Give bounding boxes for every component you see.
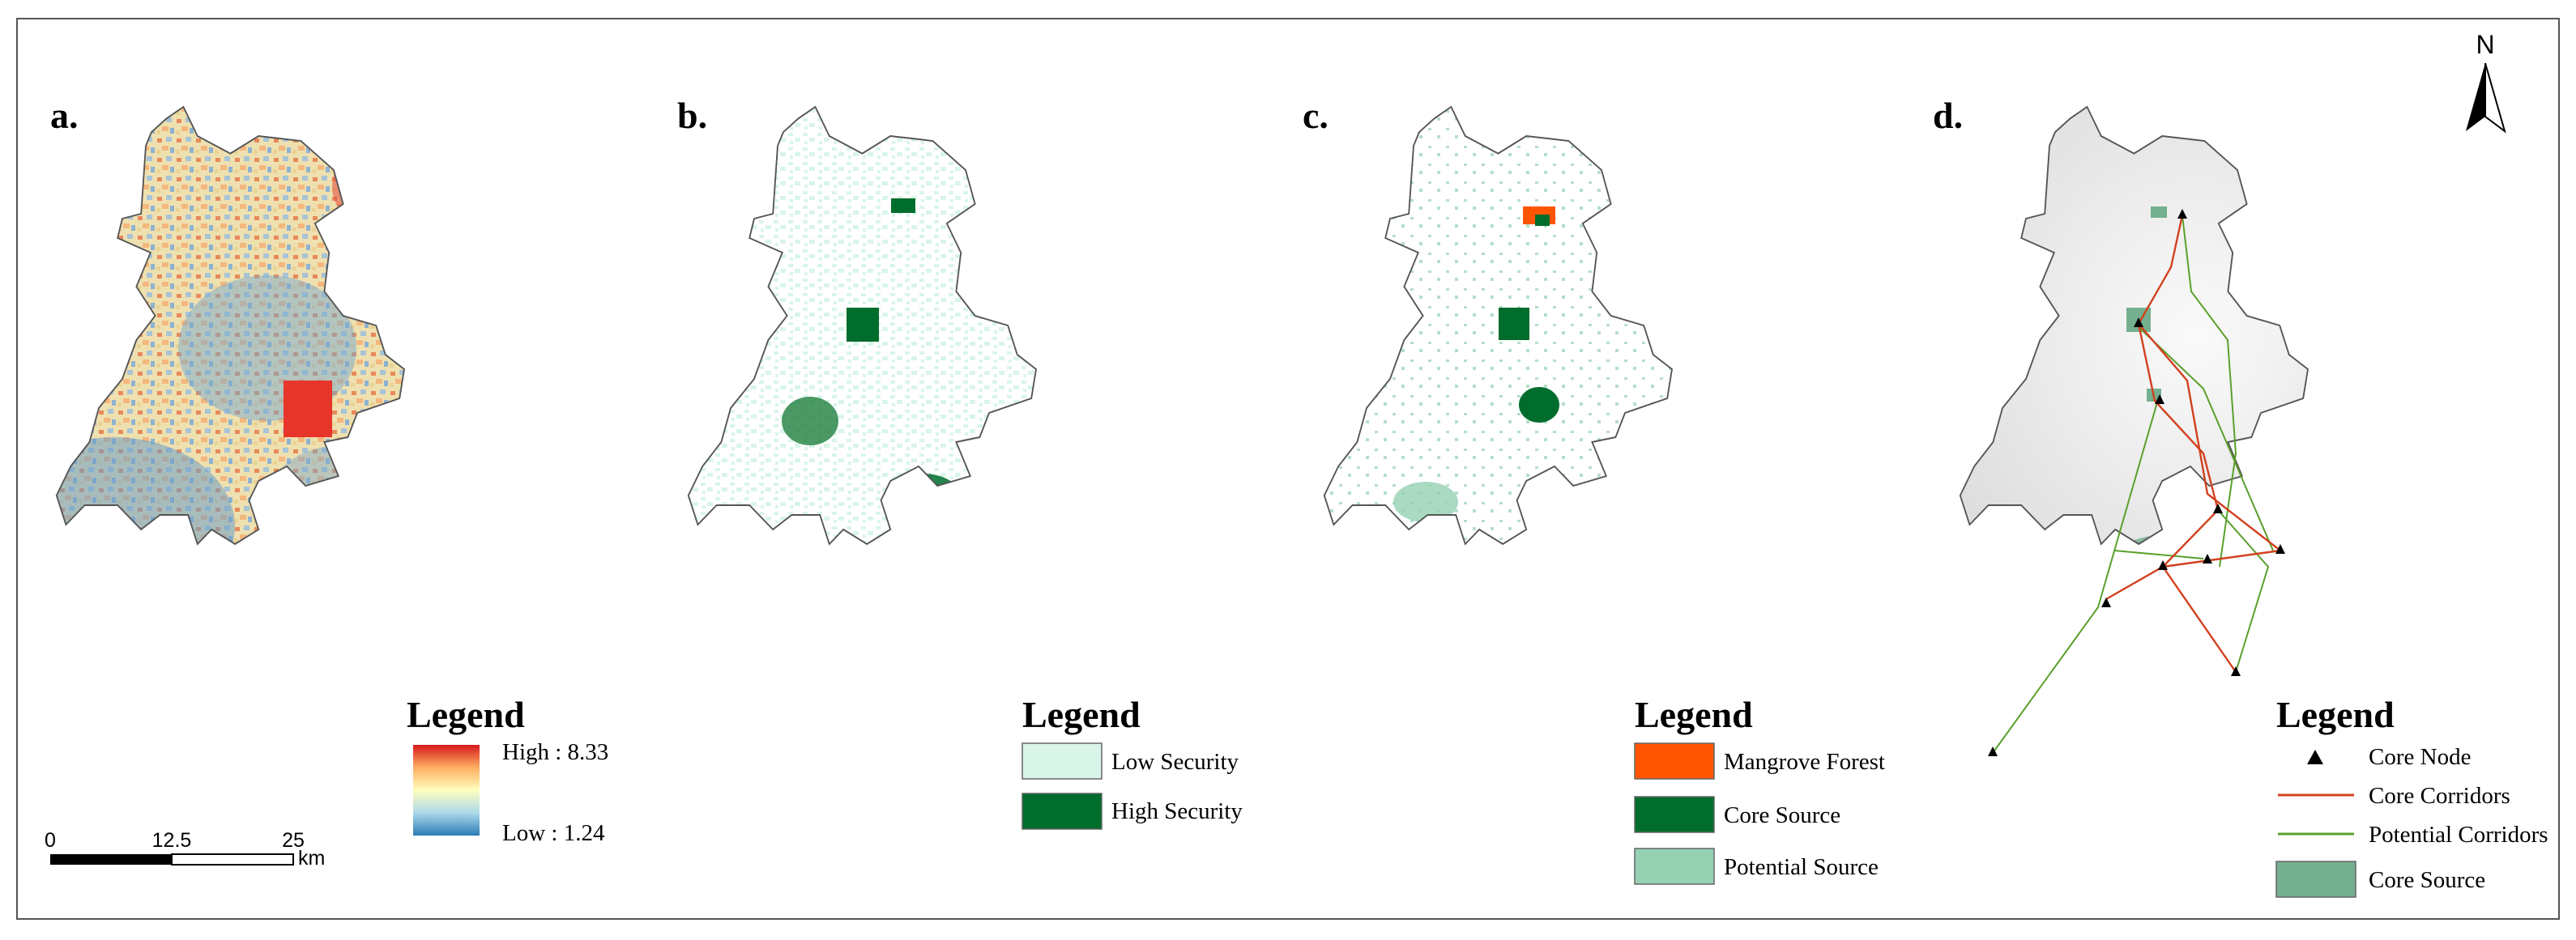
core-nodes xyxy=(1988,209,2285,756)
legend-d-label-core-source: Core Source xyxy=(2369,867,2485,893)
map-a xyxy=(55,106,405,545)
legend-d-swatch-core-source xyxy=(2275,861,2356,898)
north-arrow: N xyxy=(2466,30,2506,134)
north-arrow-icon-half xyxy=(2484,62,2506,134)
legend-d-item-core-node: Core Node xyxy=(2307,744,2471,770)
scale-tick-12-5: 12.5 xyxy=(152,829,192,852)
legend-b-swatch-low xyxy=(1021,742,1102,780)
core-node xyxy=(2177,209,2187,219)
legend-c-item-potential-source: Potential Source xyxy=(1634,848,1879,885)
scale-tick-25: 25 xyxy=(282,829,305,852)
core-node xyxy=(2101,598,2111,607)
legend-b-item-low-security: Low Security xyxy=(1021,742,1239,780)
figure-frame xyxy=(16,18,2560,920)
core-node xyxy=(2213,504,2223,513)
legend-a-color-ramp xyxy=(413,745,480,836)
legend-c-swatch-core xyxy=(1634,796,1715,833)
core-node xyxy=(2231,666,2241,676)
north-arrow-icon xyxy=(2466,63,2485,131)
scale-unit: km xyxy=(298,847,325,870)
north-letter: N xyxy=(2476,30,2494,59)
panel-label-b: b. xyxy=(677,95,707,136)
triangle-icon xyxy=(2307,750,2323,764)
core-node xyxy=(2134,317,2143,327)
legend-c-label-potential: Potential Source xyxy=(1724,854,1879,880)
map-b xyxy=(687,106,1037,545)
legend-d-item-core-corridors: Core Corridors xyxy=(2278,783,2510,809)
legend-c-item-mangrove: Mangrove Forest xyxy=(1634,742,1885,780)
core-node xyxy=(2158,560,2168,570)
legend-d-label-core-corridors: Core Corridors xyxy=(2369,783,2510,809)
legend-b-title: Legend xyxy=(1022,694,1141,735)
panel-label-d: d. xyxy=(1933,95,1963,136)
core-node xyxy=(1988,746,1998,756)
legend-d-item-core-source: Core Source xyxy=(2275,861,2485,898)
legend-c-label-core: Core Source xyxy=(1724,802,1840,828)
legend-a-title: Legend xyxy=(407,694,525,735)
core-node xyxy=(2275,544,2285,554)
legend-d-label-core-node: Core Node xyxy=(2369,744,2471,770)
legend-d-item-potential-corridors: Potential Corridors xyxy=(2278,822,2548,848)
panel-label-c: c. xyxy=(1303,95,1329,136)
map-c xyxy=(1323,106,1673,545)
legend-b-label-low: Low Security xyxy=(1111,749,1239,775)
legend-c-label-mangrove: Mangrove Forest xyxy=(1724,749,1885,775)
legend-b-item-high-security: High Security xyxy=(1021,793,1243,830)
legend-c-item-core-source: Core Source xyxy=(1634,796,1840,833)
map-d xyxy=(1959,106,2309,756)
legend-c-swatch-potential xyxy=(1634,848,1715,885)
legend-a-low-label: Low : 1.24 xyxy=(502,820,605,846)
legend-b-label-high: High Security xyxy=(1111,798,1243,824)
legend-c-swatch-mangrove xyxy=(1634,742,1715,780)
legend-b-swatch-high xyxy=(1021,793,1102,830)
core-node xyxy=(2155,394,2164,404)
scale-bar: 0 12.5 25 km xyxy=(45,829,325,870)
scale-tick-0: 0 xyxy=(45,829,56,852)
legend-d-label-potential-corridors: Potential Corridors xyxy=(2369,822,2548,848)
core-node xyxy=(2203,554,2212,564)
legend-d-title: Legend xyxy=(2276,694,2395,735)
legend-c-title: Legend xyxy=(1635,694,1753,735)
legend-a-high-label: High : 8.33 xyxy=(502,739,608,765)
panel-label-a: a. xyxy=(50,95,79,136)
